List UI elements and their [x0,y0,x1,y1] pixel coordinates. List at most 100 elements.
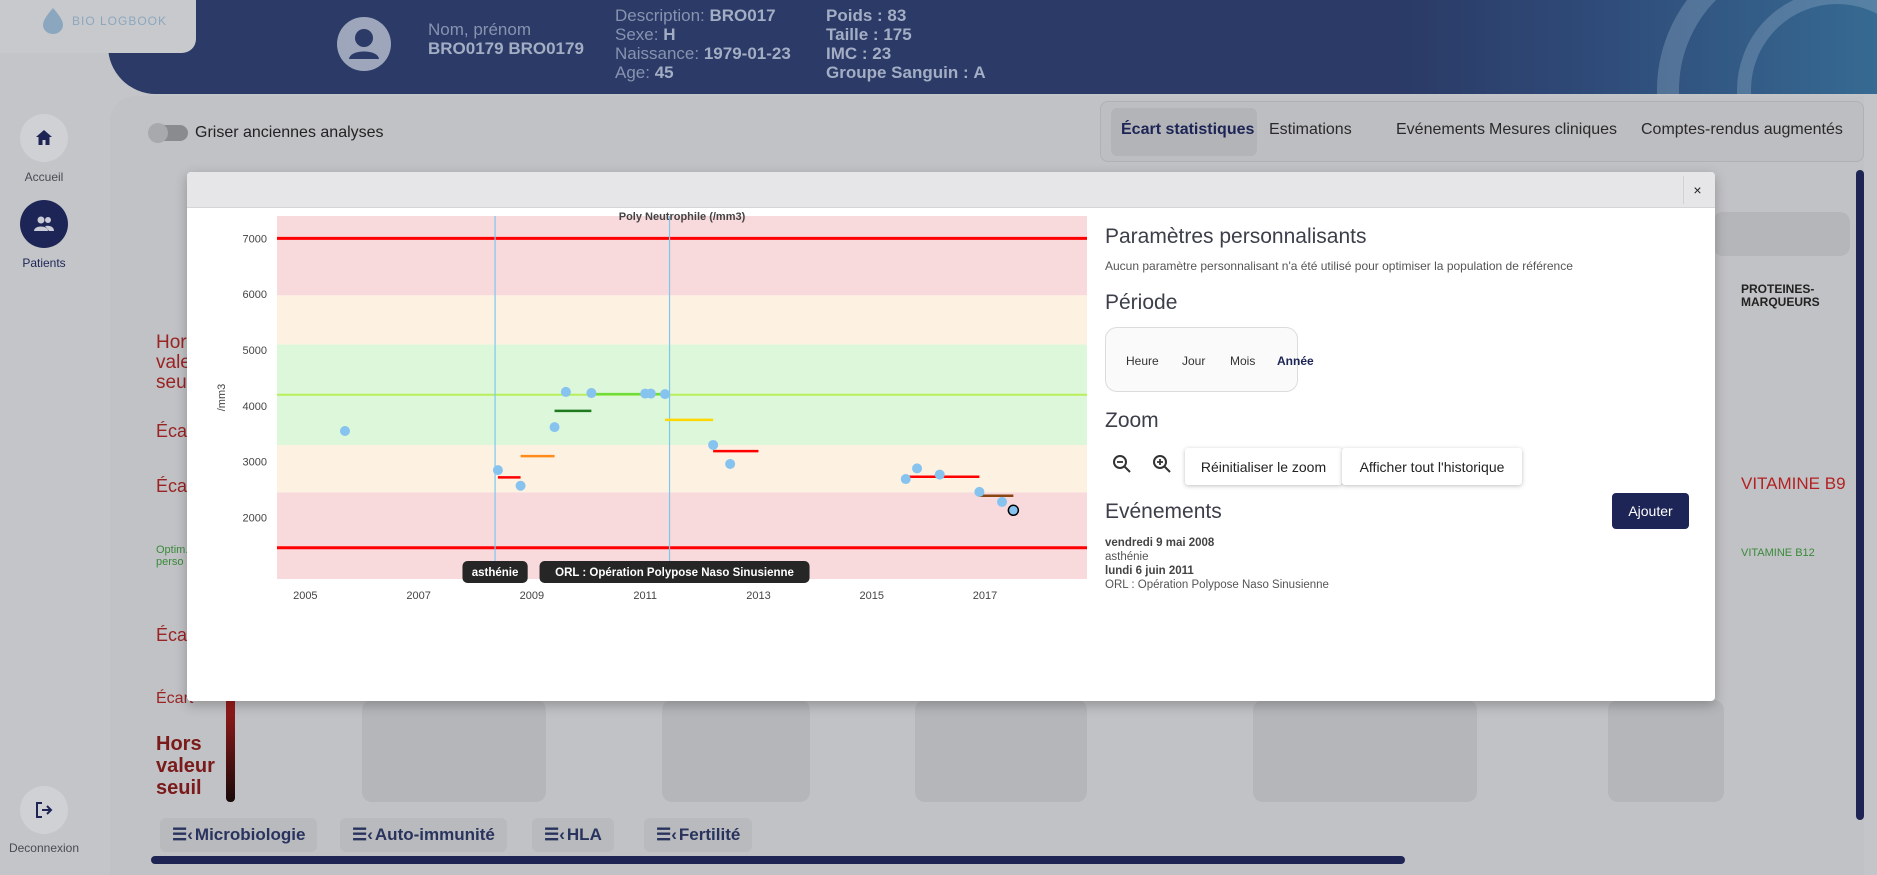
tab-mesures-cliniques[interactable]: Mesures cliniques [1489,121,1618,138]
data-point [492,465,503,476]
period-day[interactable]: Jour [1182,354,1206,368]
y-tick-label: 4000 [243,401,267,413]
event-label-text: asthénie [472,567,519,579]
period-title: Période [1105,291,1178,314]
event-label-text: ORL : Opération Polypose Naso Sinusienne [555,567,794,579]
sex-value: H [663,25,676,44]
x-tick-label: 2009 [520,590,544,602]
tab-label: Auto-immunité [374,825,495,844]
data-point [645,388,656,399]
x-tick-label: 2005 [293,590,317,602]
tab-label: Fertilité [678,825,741,844]
app-logo[interactable]: BIO LOGBOOK [0,0,196,53]
nav-logout-button[interactable] [20,786,68,834]
y-tick-label: 5000 [243,345,267,357]
horizontal-scrollbar[interactable] [151,856,1405,864]
event-label-box [462,561,528,583]
grey-old-toggle[interactable] [148,123,188,143]
data-point [708,439,719,450]
event-label: asthénie [1105,551,1149,563]
users-icon [34,216,54,231]
close-button[interactable]: × [1683,176,1711,204]
birth-value: 1979-01-23 [703,44,791,63]
marker-vitamine-b9[interactable]: VITAMINE B9 [1741,474,1846,493]
marker-vitamine-b12[interactable]: VITAMINE B12 [1741,547,1815,559]
patient-info-block: Description: BRO017 Sexe: H Naissance: 1… [615,6,791,82]
nav-home-label: Accueil [24,170,64,184]
data-point [912,463,923,474]
data-point [997,496,1008,507]
zoom-out-icon[interactable] [1112,454,1132,474]
logout-icon [36,802,53,818]
chart[interactable]: Poly Neutrophile (/mm3) /mm3 2000 3000 4000 5… [187,208,1087,678]
background-card [915,700,1087,802]
nav-patients-label: Patients [22,256,66,270]
tab-label: HLA [566,825,602,844]
data-point [549,422,560,433]
patient-avatar [337,17,391,71]
tab-fertilite[interactable]: ☰‹ Fertilité [644,818,753,852]
chart-ylabel: /mm3 [216,384,228,412]
modal-header: × [187,172,1715,208]
y-tick-label: 7000 [243,233,267,245]
tab-auto-immunite[interactable]: ☰‹ Auto-immunité [340,818,507,852]
y-tick-label: 2000 [243,513,267,525]
x-tick-label: 2011 [633,590,657,602]
event-date: lundi 6 juin 2011 [1105,565,1194,577]
zoom-reset-button[interactable]: Réinitialiser le zoom [1185,448,1342,485]
name-value: BRO0179 BRO0179 [428,39,584,58]
list-icon: ☰‹ [172,825,193,844]
analysis-modal: × Poly Neutrophile (/mm3) /mm3 2000 3000 400… [187,172,1715,701]
data-point [339,426,350,437]
background-card [1608,700,1724,802]
zoom-title: Zoom [1105,409,1159,432]
weight-label: Poids : [826,6,883,25]
event-marker-label: asthénie [462,561,528,583]
sex-label: Sexe: [615,25,659,44]
period-year[interactable]: Année [1277,354,1314,368]
nav-patients-button[interactable] [20,200,68,248]
nav-logout-label: Deconnexion [8,841,80,855]
patient-measures-block: Poids : 83 Taille : 175 IMC : 23 Groupe … [826,6,986,82]
show-all-history-button[interactable]: Afficher tout l'historique [1342,448,1522,485]
bmi-label: IMC : [826,44,868,63]
header-decoration [1397,0,1877,94]
x-tick-label: 2015 [860,590,884,602]
period-month[interactable]: Mois [1230,354,1256,368]
event-marker-label: ORL : Opération Polypose Naso Sinusienne [539,561,810,583]
data-point [974,486,985,497]
x-tick-label: 2017 [973,590,997,602]
background-card [362,700,546,802]
data-point [560,386,571,397]
name-label: Nom, prénom [428,20,531,39]
period-hour[interactable]: Heure [1126,354,1159,368]
active-tab-background [1111,108,1257,156]
tab-label: Microbiologie [194,825,306,844]
tab-evenements[interactable]: Evénements [1396,121,1485,138]
data-point [934,469,945,480]
tab-microbiologie[interactable]: ☰‹ Microbiologie [160,818,318,852]
list-icon: ☰‹ [352,825,373,844]
params-text: Aucun paramètre personnalisant n'a été u… [1105,259,1573,273]
grey-old-toggle-label: Griser anciennes analyses [195,124,384,141]
bg-row-label: Optim. perso [156,544,189,568]
nav-home-button[interactable] [20,114,68,162]
zoom-in-icon[interactable] [1152,454,1172,474]
period-selector: Heure Jour Mois Année [1105,327,1314,392]
add-event-button[interactable]: Ajouter [1612,493,1689,529]
tab-estimations[interactable]: Estimations [1269,121,1352,138]
chart-band [277,444,1087,493]
chart-band [277,216,1087,296]
tab-comptes-rendus[interactable]: Comptes-rendus augmentés [1641,121,1843,138]
vertical-scrollbar[interactable] [1856,170,1864,820]
tab-hla[interactable]: ☰‹ HLA [532,818,614,852]
height-label: Taille : [826,25,879,44]
bmi-value: 23 [872,44,892,63]
data-point [900,474,911,485]
tab-ecart-statistiques[interactable]: Écart statistiques [1121,121,1255,138]
age-value: 45 [654,63,674,82]
description-value: BRO017 [709,6,776,25]
background-card [1713,212,1850,256]
user-icon [349,29,379,59]
data-point [586,388,597,399]
